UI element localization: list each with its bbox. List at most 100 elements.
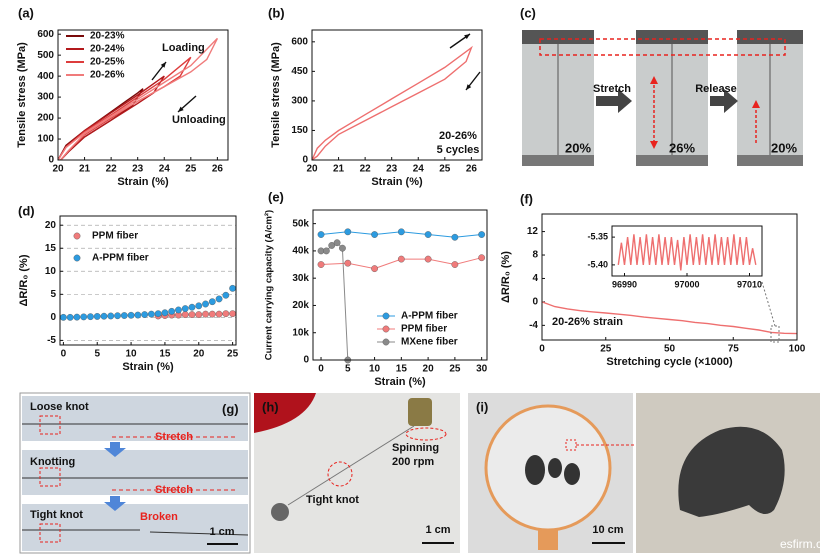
x-tick-label: 25: [600, 344, 612, 355]
y-tick-label: 600: [291, 36, 308, 47]
x-axis-label: Strain (%): [371, 176, 423, 188]
photo-text: Spinning: [392, 442, 439, 454]
data-point: [120, 312, 128, 319]
chart: 0 100 200 300 400 500 600 20 21 22 23 24 25 26 (a) Stra…: [16, 5, 229, 188]
zoom-link: [761, 281, 776, 327]
series-line: [617, 234, 757, 271]
photo-text: 1 cm: [209, 526, 234, 538]
legend-label: 20-24%: [90, 44, 125, 55]
chart: 0 10k 20k 30k 40k 50k 0 5 10 15 20 25 30 (e) Strain (%…: [264, 189, 488, 387]
x-axis-label: Strain (%): [374, 376, 426, 388]
panel-label: (e): [268, 189, 284, 204]
legend-swatch: [73, 232, 81, 240]
x-tick-label: 22: [106, 164, 118, 175]
data-point: [339, 244, 346, 252]
y-tick-label: 100: [37, 134, 54, 145]
x-tick-label: 25: [449, 364, 461, 375]
data-point: [168, 307, 176, 315]
watermark: esfirm.c: [780, 537, 822, 551]
plot-frame: [311, 29, 483, 161]
y-tick-label: 4: [532, 273, 538, 284]
x-tick-label: 30: [476, 364, 488, 375]
y-tick-label: 450: [291, 66, 308, 77]
data-point: [127, 311, 135, 319]
data-point: [333, 239, 341, 247]
y-tick-label: 600: [37, 29, 54, 40]
photo-text: Tight knot: [30, 509, 83, 521]
data-point: [161, 309, 169, 317]
series-line: [541, 301, 798, 335]
panel-label: (h): [262, 399, 279, 414]
x-axis-label: Stretching cycle (×1000): [606, 356, 733, 368]
arrow-head: [464, 34, 470, 40]
plot-frame: [611, 225, 763, 277]
x-tick-label: 10: [126, 349, 138, 360]
legend-label: 20-23%: [90, 31, 125, 42]
y-tick-label: 0: [302, 155, 308, 166]
x-tick-label: 20: [193, 349, 205, 360]
data-point: [147, 310, 155, 318]
photo-text: Stretch: [155, 431, 193, 443]
photo-text: Knotting: [30, 456, 75, 468]
data-point: [322, 247, 330, 255]
series-line: [321, 242, 349, 361]
inset-background: [612, 226, 762, 276]
data-point: [328, 242, 336, 249]
series-line: [311, 45, 473, 161]
data-point: [87, 313, 94, 321]
data-point: [371, 231, 378, 238]
y-tick-label: 5: [50, 289, 56, 300]
legend-swatch: [73, 254, 81, 262]
x-tick-label: 23: [386, 164, 398, 175]
plot-frame: [57, 29, 229, 161]
data-point: [59, 313, 67, 321]
data-point: [195, 302, 203, 310]
photo-text: Release: [695, 83, 737, 95]
y-axis-label: ΔR/R₀ (%): [18, 254, 30, 306]
x-tick-label: 15: [159, 349, 171, 360]
y-tick-label: 10: [45, 266, 57, 277]
data-point: [100, 312, 108, 320]
data-point: [188, 311, 196, 318]
x-tick-label: 97010: [737, 279, 762, 289]
x-tick-label: 0: [539, 344, 545, 355]
x-axis-label: Strain (%): [117, 176, 169, 188]
chart: -4 0 4 8 12 0 25 50 75 100 (f) Stretching cycle (×1…: [500, 191, 806, 367]
y-tick-label: 300: [37, 92, 54, 103]
panel-label: (a): [18, 5, 34, 20]
x-tick-label: 96990: [612, 279, 637, 289]
series-line: [57, 37, 219, 161]
x-tick-label: 0: [318, 364, 324, 375]
annotation: Unloading: [172, 114, 226, 126]
chart: -5 0 5 10 15 20 0 5 10 15 20 25 (d) Strain (%) ΔR/R₀ (…: [18, 203, 239, 372]
x-tick-label: 20: [423, 364, 435, 375]
data-point: [202, 300, 209, 308]
y-axis-label: Current carrying capacity (A/cm²): [264, 210, 275, 360]
data-point: [222, 291, 230, 299]
y-tick-label: 8: [532, 250, 538, 261]
data-point: [229, 310, 237, 318]
photo-g: (g) Loose knot Stretch Knotting Stretch …: [19, 392, 251, 554]
y-tick-label: 20: [45, 220, 57, 231]
data-point: [478, 231, 486, 238]
y-tick-label: 0: [48, 155, 54, 166]
y-tick-label: 400: [37, 71, 54, 82]
legend-label: 20-25%: [90, 57, 125, 68]
data-point: [181, 305, 189, 313]
x-tick-label: 50: [664, 344, 676, 355]
y-tick-label: -4: [529, 320, 538, 331]
photo-text: Stretch: [593, 83, 631, 95]
panel-label: (g): [222, 401, 239, 416]
data-point: [93, 313, 101, 320]
x-tick-label: 10: [369, 364, 381, 375]
arrow-head: [160, 62, 166, 68]
data-point: [344, 259, 352, 267]
data-point: [371, 265, 378, 273]
data-point: [73, 313, 81, 321]
legend-swatch: [382, 325, 390, 333]
y-tick-label: 20k: [292, 300, 309, 311]
panel-label: (c): [520, 5, 536, 20]
data-point: [154, 310, 162, 318]
y-tick-label: -5: [47, 335, 56, 346]
data-point: [215, 310, 223, 318]
